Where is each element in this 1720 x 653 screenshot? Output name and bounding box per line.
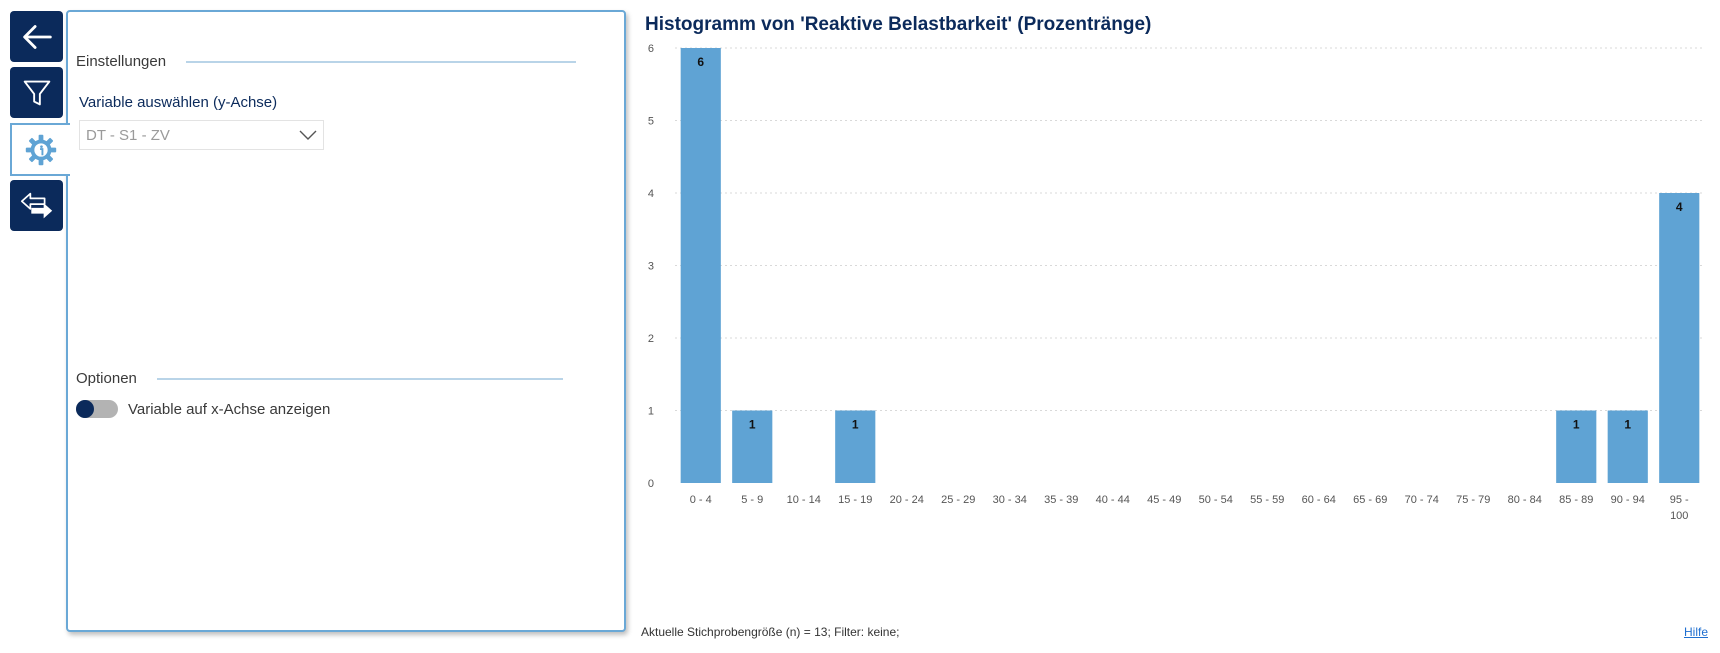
options-section-header: Optionen [76,370,563,387]
variable-select[interactable]: DT - S1 - ZV [79,120,324,150]
y-tick-label: 2 [648,333,654,345]
divider [186,60,577,63]
x-tick-label: 80 - 84 [1508,494,1542,506]
swap-arrows-icon [20,192,52,218]
options-heading: Optionen [76,370,137,387]
variable-select-value: DT - S1 - ZV [86,126,170,144]
x-tick-label: 85 - 89 [1559,494,1593,506]
filter-button[interactable] [10,67,63,118]
bar-value-label: 1 [1573,418,1580,432]
bar-value-label: 1 [852,418,859,432]
settings-section-header: Einstellungen [76,53,577,70]
settings-button[interactable] [10,123,70,176]
settings-panel: Einstellungen Variable auswählen (y-Achs… [66,10,626,632]
chart-title: Histogramm von 'Reaktive Belastbarkeit' … [645,14,1152,35]
bar-value-label: 1 [1624,418,1631,432]
arrow-left-icon [22,24,52,49]
gear-info-icon [25,134,57,165]
y-tick-label: 0 [648,478,654,490]
x-tick-label: 20 - 24 [890,494,924,506]
y-tick-label: 6 [648,43,654,55]
y-tick-label: 4 [648,188,654,200]
variable-label: Variable auswählen (y-Achse) [79,94,278,111]
bar-value-label: 6 [697,55,704,69]
x-tick-label: 55 - 59 [1250,494,1284,506]
divider [156,377,563,380]
x-axis-toggle-row: Variable auf x-Achse anzeigen [76,400,330,418]
histogram-bar [680,48,721,483]
y-tick-label: 5 [648,116,654,128]
histogram-bar [1556,410,1597,483]
back-button[interactable] [10,11,63,62]
switch-view-button[interactable] [10,180,63,231]
x-tick-label: 45 - 49 [1147,494,1181,506]
x-tick-label: 75 - 79 [1456,494,1490,506]
x-tick-label: 90 - 94 [1611,494,1645,506]
x-tick-label: 10 - 14 [787,494,821,506]
x-tick-label: 15 - 19 [838,494,872,506]
x-tick-label: 95 -100 [1670,494,1689,522]
x-tick-label: 65 - 69 [1353,494,1387,506]
bar-value-label: 1 [749,418,756,432]
help-link[interactable]: Hilfe [1683,625,1708,639]
x-tick-label: 35 - 39 [1044,494,1078,506]
x-tick-label: 5 - 9 [741,494,763,506]
y-tick-label: 1 [648,406,654,418]
toggle-knob [76,400,94,418]
x-tick-label: 70 - 74 [1405,494,1439,506]
histogram-chart: 0 1 2 3 4 5 6 6 0 - 4 1 5 - 9 10 - 14 1 15 - 19 20 - 2… [648,43,1705,522]
x-tick-label: 50 - 54 [1199,494,1233,506]
y-tick-label: 3 [648,261,654,273]
histogram-bar [732,410,773,483]
x-tick-label: 60 - 64 [1302,494,1336,506]
histogram-bar [1607,410,1648,483]
x-axis-toggle[interactable] [76,400,118,418]
x-tick-label: 0 - 4 [690,494,712,506]
funnel-icon [23,80,50,105]
settings-heading: Einstellungen [76,53,167,70]
x-tick-label: 30 - 34 [993,494,1027,506]
histogram-bar [835,410,876,483]
sample-size-text: Aktuelle Stichprobengröße (n) = 13; Filt… [641,625,900,639]
x-tick-label: 40 - 44 [1096,494,1130,506]
histogram-bar [1659,193,1700,483]
chevron-down-icon [299,130,317,140]
toggle-label: Variable auf x-Achse anzeigen [128,400,331,418]
bar-value-label: 4 [1676,200,1683,214]
x-tick-label: 25 - 29 [941,494,975,506]
